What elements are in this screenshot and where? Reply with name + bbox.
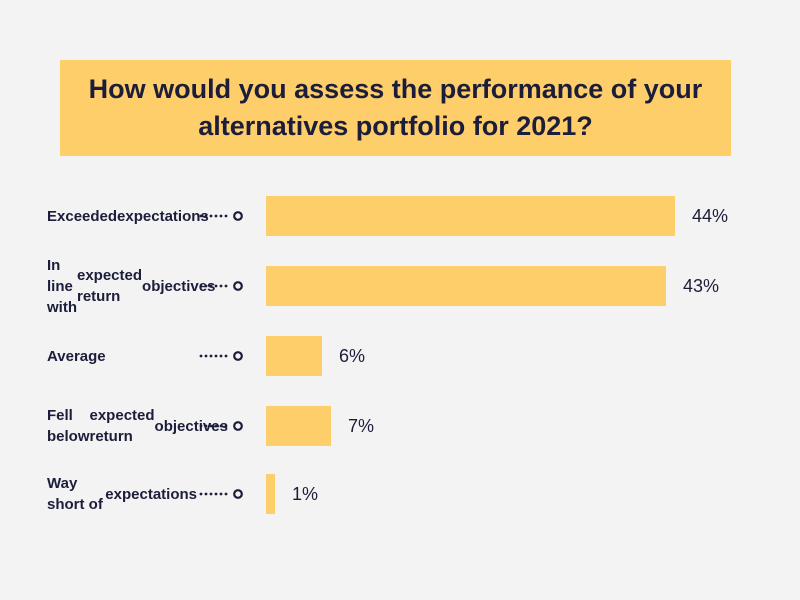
category-label: In line with expected return objectives <box>47 256 216 316</box>
dotted-connector-icon <box>199 489 243 499</box>
value-label: 44% <box>692 206 729 226</box>
bar-row: In line with expected return objectives 43% <box>0 256 800 316</box>
value-label: 7% <box>348 416 375 436</box>
bar <box>266 406 331 446</box>
title-banner: How would you assess the performance of … <box>60 60 731 156</box>
category-label: Average <box>47 347 106 365</box>
bar <box>266 266 666 306</box>
bar-row: Exceeded expectations 44% <box>0 186 800 246</box>
bar-row: Way short of expectations 1% <box>0 464 800 524</box>
bar <box>266 474 275 514</box>
category-label: Fell below expected return objectives <box>47 407 228 445</box>
category-label: Exceeded expectations <box>47 207 209 225</box>
chart-title: How would you assess the performance of … <box>88 74 703 141</box>
category-label: Way short of expectations <box>47 475 197 513</box>
value-label: 43% <box>683 276 720 296</box>
dotted-connector-icon <box>199 211 243 221</box>
bar <box>266 336 322 376</box>
dotted-connector-icon <box>199 351 243 361</box>
value-label: 1% <box>292 484 319 504</box>
dotted-connector-icon <box>199 281 243 291</box>
bar-row: Average 6% <box>0 326 800 386</box>
dotted-connector-icon <box>199 421 243 431</box>
bar-row: Fell below expected return objectives 7% <box>0 396 800 456</box>
value-label: 6% <box>339 346 366 366</box>
bar <box>266 196 675 236</box>
